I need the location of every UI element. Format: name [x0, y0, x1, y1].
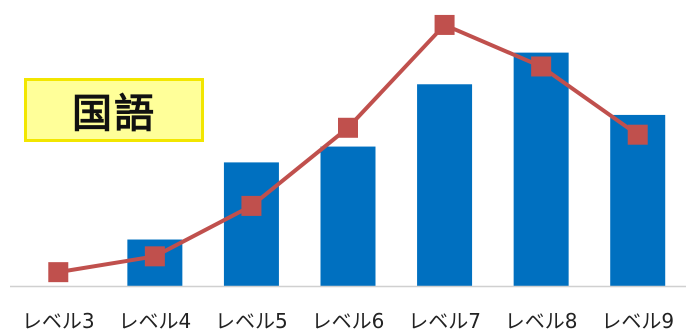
- x-tick-label: レベル9: [601, 309, 674, 333]
- x-tick-label: レベル4: [118, 309, 191, 333]
- x-tick-label: レベル3: [22, 309, 95, 333]
- line-marker-4: [338, 117, 358, 138]
- line-marker-3: [241, 195, 262, 216]
- bar-6: [513, 52, 569, 286]
- bars-layer: [127, 52, 666, 287]
- markers-layer: [48, 14, 648, 283]
- line-marker-1: [48, 262, 69, 283]
- subject-label: 国語: [72, 91, 156, 137]
- bar-4: [320, 146, 376, 286]
- subject-label-box: 国語: [24, 78, 204, 142]
- x-tick-label: レベル8: [505, 309, 578, 333]
- line-marker-6: [531, 56, 552, 77]
- x-tick-label: レベル5: [215, 309, 288, 333]
- x-tick-labels: レベル3 レベル4 レベル5 レベル6 レベル7 レベル8 レベル9: [22, 309, 674, 333]
- line-marker-5: [434, 14, 455, 35]
- bar-5: [417, 84, 473, 287]
- bar-3: [223, 162, 279, 286]
- x-tick-label: レベル6: [312, 309, 385, 333]
- line-marker-7: [627, 124, 648, 145]
- x-tick-label: レベル7: [408, 309, 481, 333]
- line-marker-2: [144, 246, 165, 267]
